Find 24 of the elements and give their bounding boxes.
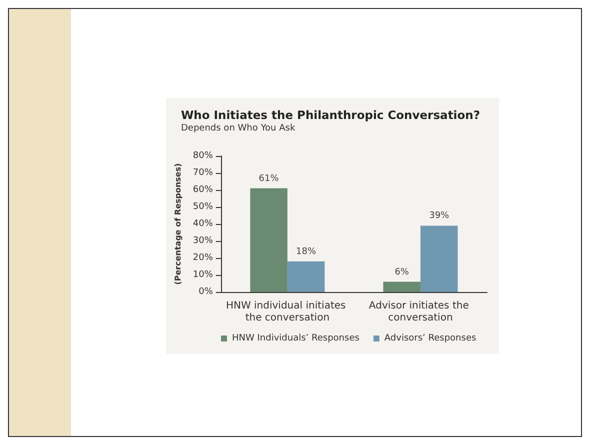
data-label: 18% <box>296 246 316 257</box>
y-tick-label: 0% <box>198 287 214 297</box>
bar <box>287 261 325 292</box>
y-axis-title: (Percentage of Responses) <box>174 163 182 285</box>
data-label: 39% <box>429 211 450 222</box>
y-tick-label: 60% <box>192 185 214 195</box>
y-tick-label: 70% <box>192 168 214 178</box>
data-label: 61% <box>258 174 280 184</box>
chart-title: Who Initiates the Philanthropic Conversation? <box>181 108 480 122</box>
y-tick-label: 40% <box>192 219 214 229</box>
x-tick-label: HNW individual initiates the conversation <box>226 300 349 324</box>
data-label: 6% <box>394 267 410 278</box>
y-tick-label: 10% <box>192 270 214 280</box>
bar <box>420 226 458 292</box>
y-tick-label: 20% <box>192 253 214 263</box>
legend-label: HNW Individuals’ Responses <box>232 334 360 344</box>
y-tick-label: 80% <box>192 151 214 161</box>
y-tick-label: 50% <box>192 202 214 212</box>
x-tick-label: Advisor initiates the conversation <box>368 300 472 324</box>
y-tick-label: 30% <box>192 236 214 246</box>
bar <box>383 282 420 292</box>
bar <box>250 188 288 292</box>
legend-label: Advisors’ Responses <box>384 334 476 344</box>
chart-subtitle: Depends on Who You Ask <box>181 124 296 134</box>
